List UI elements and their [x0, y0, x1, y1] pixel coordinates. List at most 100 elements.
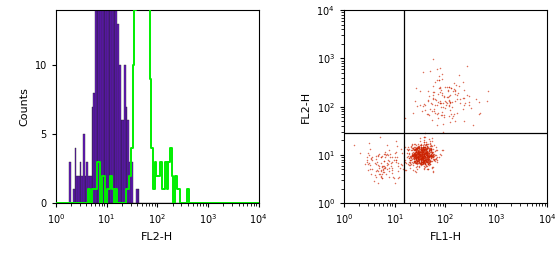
Bar — [112, 0, 114, 203]
Point — [408, 146, 417, 150]
Point — [412, 147, 421, 151]
Point — [417, 156, 426, 161]
Point — [425, 149, 434, 153]
Point — [410, 152, 419, 156]
Point — [416, 163, 425, 167]
Point — [422, 158, 431, 162]
Point — [421, 135, 430, 139]
Point — [421, 153, 430, 157]
Point — [414, 150, 423, 154]
Point — [411, 160, 420, 164]
Point — [413, 157, 422, 162]
Point — [407, 146, 416, 150]
Point — [426, 69, 435, 73]
Point — [426, 156, 435, 160]
Point — [436, 88, 445, 92]
Point — [415, 153, 424, 157]
Point — [364, 141, 373, 145]
Point — [415, 151, 424, 155]
Point — [423, 159, 432, 163]
Point — [420, 154, 429, 158]
Point — [420, 162, 429, 166]
Point — [437, 153, 446, 157]
Point — [397, 163, 406, 167]
Point — [439, 101, 448, 105]
Point — [417, 162, 426, 166]
Point — [409, 155, 418, 159]
Point — [419, 149, 428, 153]
Point — [426, 158, 435, 162]
Point — [377, 164, 386, 168]
Point — [419, 156, 428, 161]
Point — [417, 156, 426, 160]
Point — [411, 147, 420, 151]
Point — [405, 160, 414, 164]
Bar — [136, 189, 138, 203]
Point — [414, 161, 423, 165]
Point — [416, 153, 425, 157]
Point — [417, 145, 426, 149]
Point — [448, 116, 456, 120]
Point — [416, 160, 425, 164]
Point — [391, 155, 400, 159]
Point — [415, 152, 424, 156]
Point — [417, 152, 426, 156]
Point — [429, 154, 437, 158]
Point — [412, 161, 421, 165]
Point — [433, 78, 442, 82]
Point — [413, 157, 422, 161]
Point — [413, 156, 422, 160]
Point — [421, 151, 430, 155]
Point — [403, 148, 412, 152]
Point — [412, 146, 421, 150]
Point — [435, 86, 444, 90]
Point — [411, 153, 420, 157]
Point — [376, 174, 385, 178]
Point — [423, 142, 432, 146]
Point — [416, 88, 425, 92]
Point — [415, 149, 424, 153]
Point — [444, 102, 453, 106]
Point — [456, 101, 465, 105]
Point — [424, 160, 432, 164]
Point — [430, 158, 439, 162]
Point — [418, 155, 427, 159]
Point — [372, 162, 381, 166]
Point — [413, 156, 422, 160]
Point — [425, 146, 434, 150]
Point — [410, 151, 419, 155]
Point — [419, 160, 428, 164]
Point — [413, 148, 422, 152]
Point — [387, 171, 396, 175]
Point — [425, 159, 434, 163]
Point — [412, 156, 421, 160]
Point — [422, 149, 431, 153]
Point — [413, 161, 422, 165]
Point — [417, 147, 426, 151]
Point — [424, 148, 433, 152]
Point — [420, 152, 429, 156]
Point — [391, 160, 400, 164]
Point — [412, 164, 421, 168]
Point — [419, 155, 428, 159]
Point — [410, 153, 419, 157]
Point — [417, 150, 426, 154]
Point — [414, 158, 423, 162]
Point — [361, 162, 370, 166]
Point — [426, 153, 435, 157]
Point — [381, 153, 390, 157]
Point — [414, 157, 423, 161]
Point — [423, 156, 432, 160]
Point — [431, 153, 440, 157]
Point — [421, 156, 430, 160]
Point — [422, 155, 431, 159]
Point — [414, 153, 423, 157]
Point — [432, 153, 441, 157]
Point — [425, 163, 434, 167]
Point — [411, 153, 420, 157]
Point — [458, 80, 467, 84]
Point — [377, 175, 386, 179]
Point — [379, 152, 388, 156]
Point — [437, 109, 446, 114]
Point — [396, 166, 405, 170]
